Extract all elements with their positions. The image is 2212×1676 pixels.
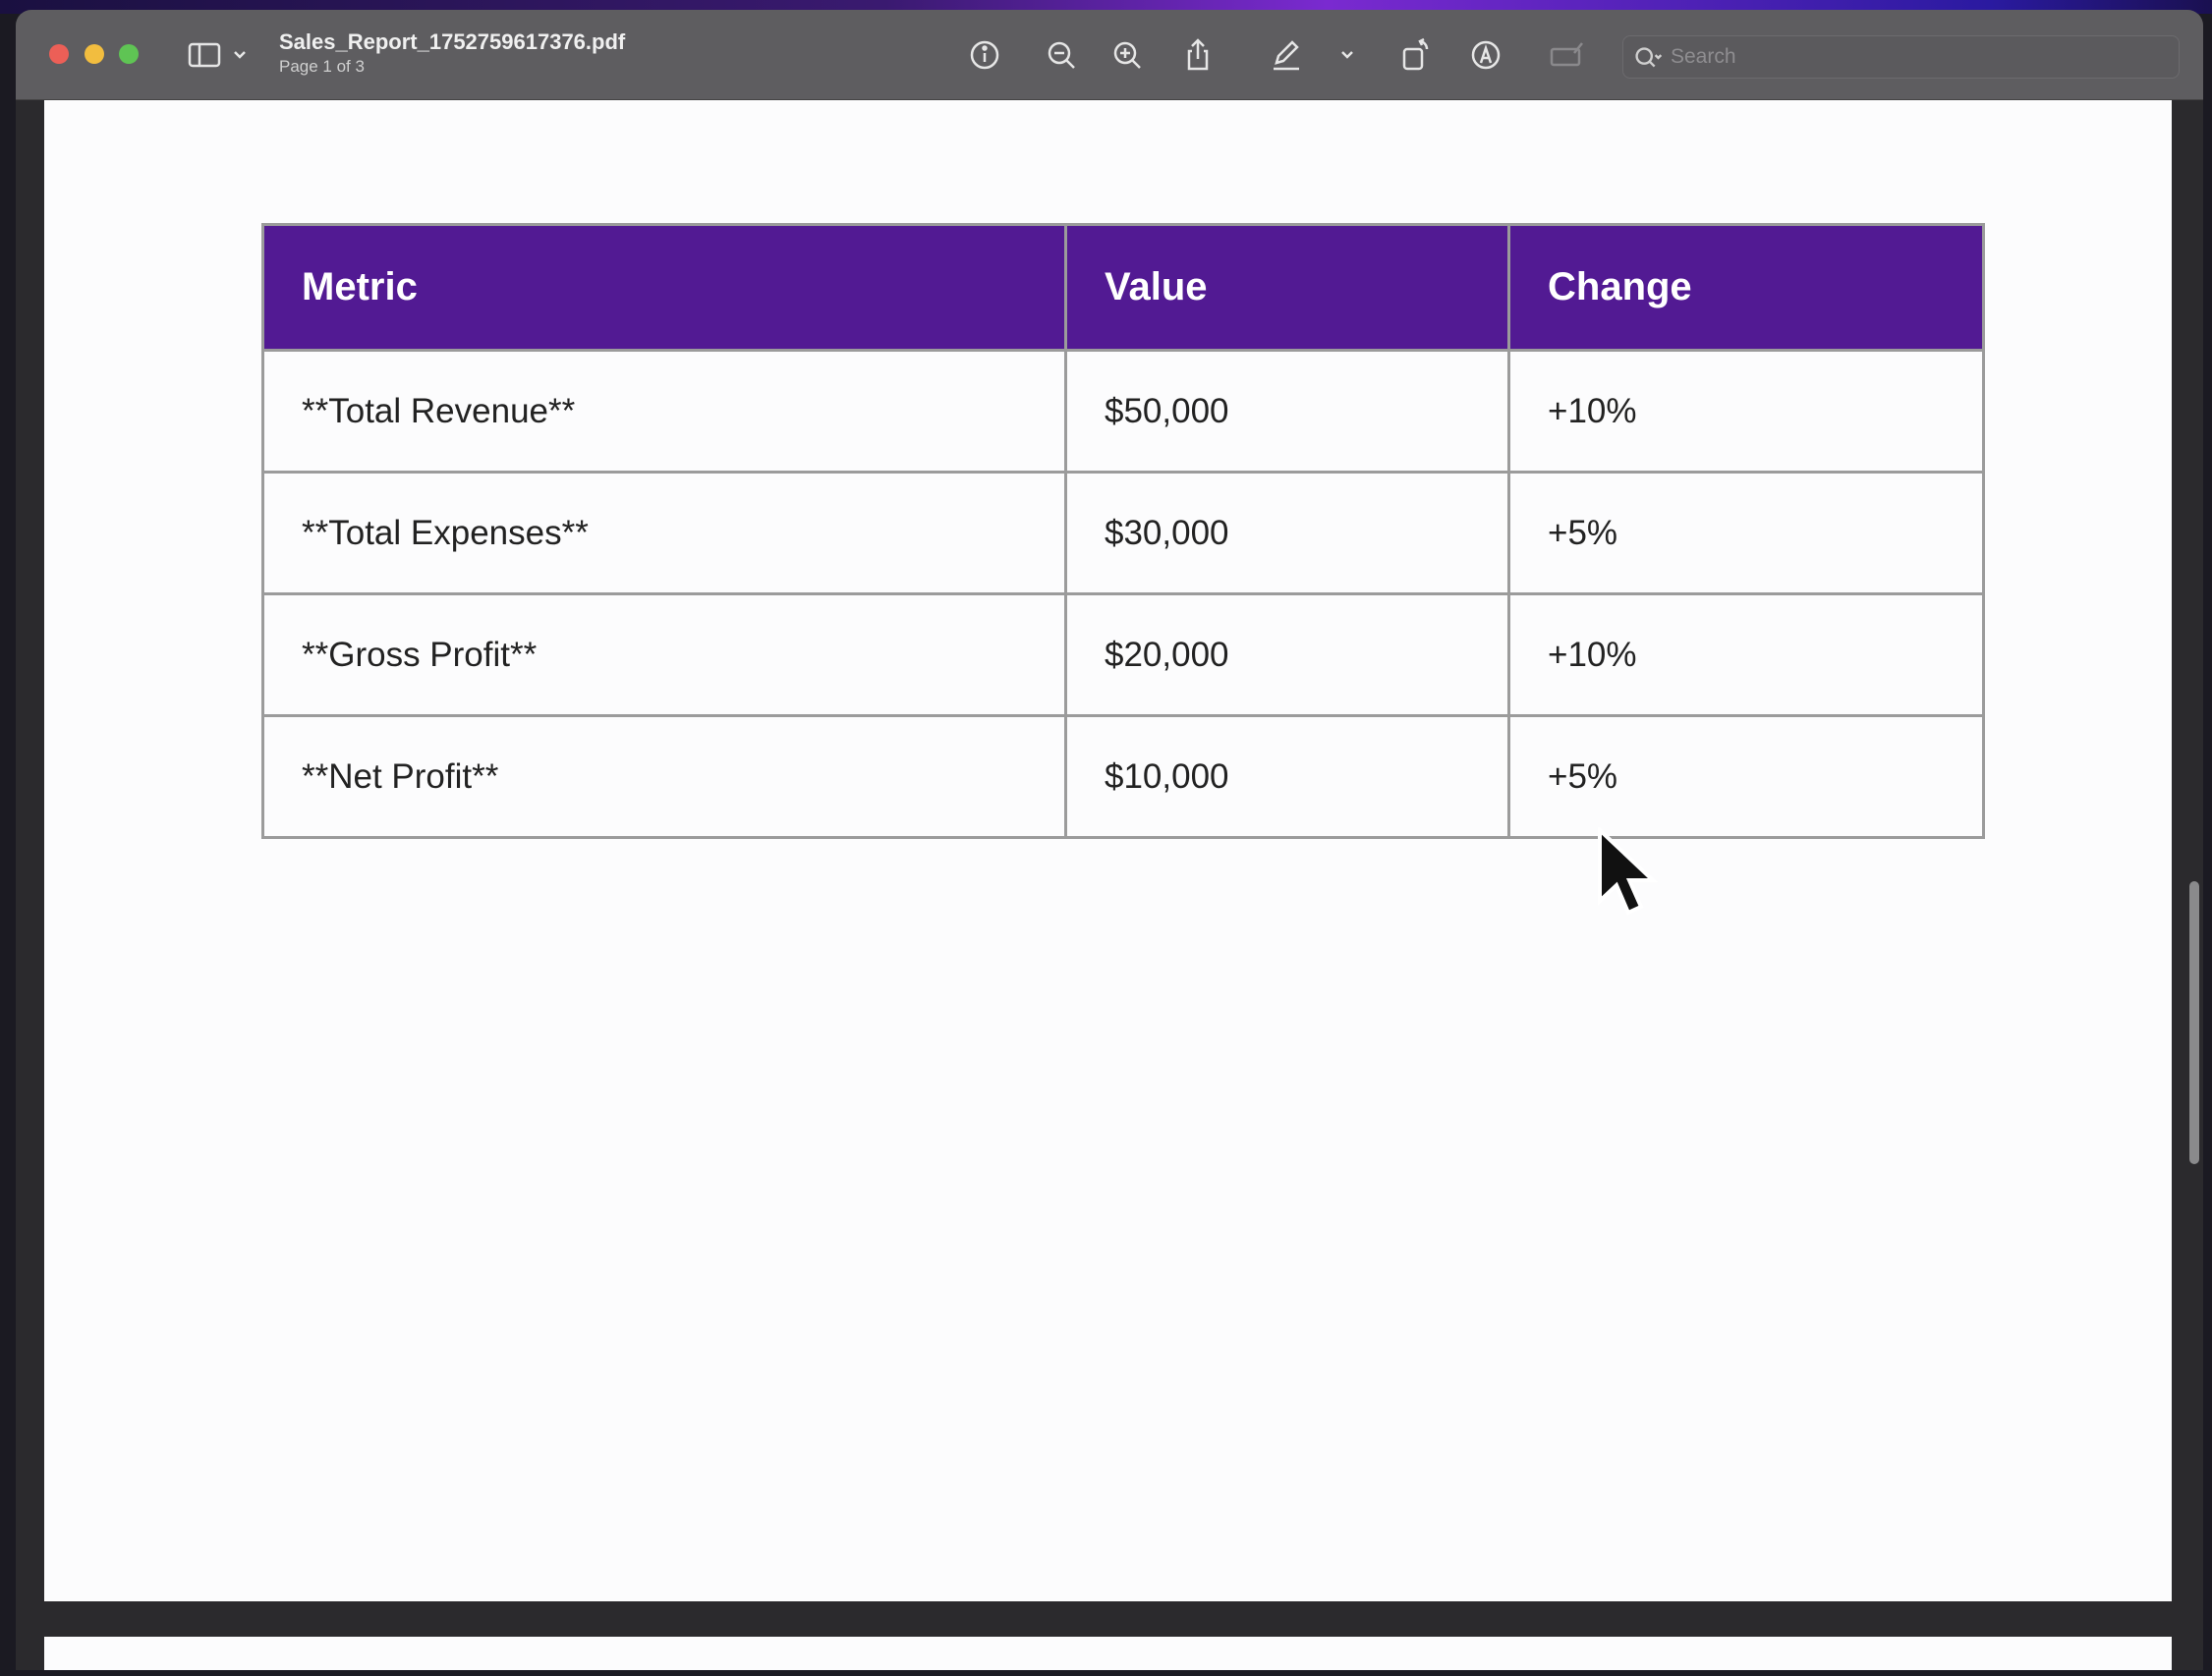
pen-icon[interactable] — [1267, 35, 1306, 75]
change-cell: +10% — [1507, 349, 1985, 474]
change-cell: +5% — [1507, 471, 1985, 595]
table-row: **Total Revenue** $50,000 +10% — [261, 349, 1985, 474]
metrics-table: Metric Value Change **Total Revenue** $50… — [261, 223, 1985, 839]
value-cell: $20,000 — [1064, 592, 1510, 717]
mouse-cursor-icon — [1597, 825, 1666, 925]
zoom-in-icon[interactable] — [1107, 35, 1147, 75]
metric-cell: **Gross Profit** — [261, 592, 1067, 717]
table-row: **Total Expenses** $30,000 +5% — [261, 471, 1985, 595]
table-row: **Gross Profit** $20,000 +10% — [261, 592, 1985, 717]
vertical-scrollbar[interactable] — [2189, 881, 2199, 1164]
chevron-down-icon[interactable] — [230, 35, 250, 75]
value-cell: $50,000 — [1064, 349, 1510, 474]
document-title: Sales_Report_1752759617376.pdf — [279, 29, 626, 54]
pdf-page-next — [44, 1637, 2172, 1670]
markup-icon[interactable] — [1466, 35, 1505, 75]
value-cell: $30,000 — [1064, 471, 1510, 595]
minimize-button[interactable] — [85, 44, 104, 64]
signature-icon[interactable] — [1547, 35, 1586, 75]
table-row: **Net Profit** $10,000 +5% — [261, 714, 1985, 839]
toolbar: Sales_Report_1752759617376.pdf Page 1 of… — [16, 10, 2203, 100]
metric-cell: **Total Revenue** — [261, 349, 1067, 474]
header-value: Value — [1064, 223, 1510, 352]
zoom-window-button[interactable] — [119, 44, 139, 64]
search-input[interactable] — [1671, 42, 2162, 72]
value-cell: $10,000 — [1064, 714, 1510, 839]
header-change: Change — [1507, 223, 1985, 352]
preview-window: Sales_Report_1752759617376.pdf Page 1 of… — [16, 10, 2203, 1670]
chevron-down-icon[interactable] — [1337, 35, 1357, 75]
page-indicator: Page 1 of 3 — [279, 57, 365, 76]
close-button[interactable] — [49, 44, 69, 64]
change-cell: +5% — [1507, 714, 1985, 839]
zoom-out-icon[interactable] — [1042, 35, 1081, 75]
info-icon[interactable] — [965, 35, 1004, 75]
pdf-page: Metric Value Change **Total Revenue** $50… — [44, 100, 2172, 1601]
sidebar-icon[interactable] — [185, 35, 224, 75]
rotate-icon[interactable] — [1395, 35, 1435, 75]
share-icon[interactable] — [1178, 35, 1218, 75]
search-icon — [1629, 38, 1667, 78]
table-header-row: Metric Value Change — [261, 223, 1985, 352]
header-metric: Metric — [261, 223, 1067, 352]
search-field[interactable] — [1622, 35, 2180, 79]
metric-cell: **Total Expenses** — [261, 471, 1067, 595]
change-cell: +10% — [1507, 592, 1985, 717]
metric-cell: **Net Profit** — [261, 714, 1067, 839]
